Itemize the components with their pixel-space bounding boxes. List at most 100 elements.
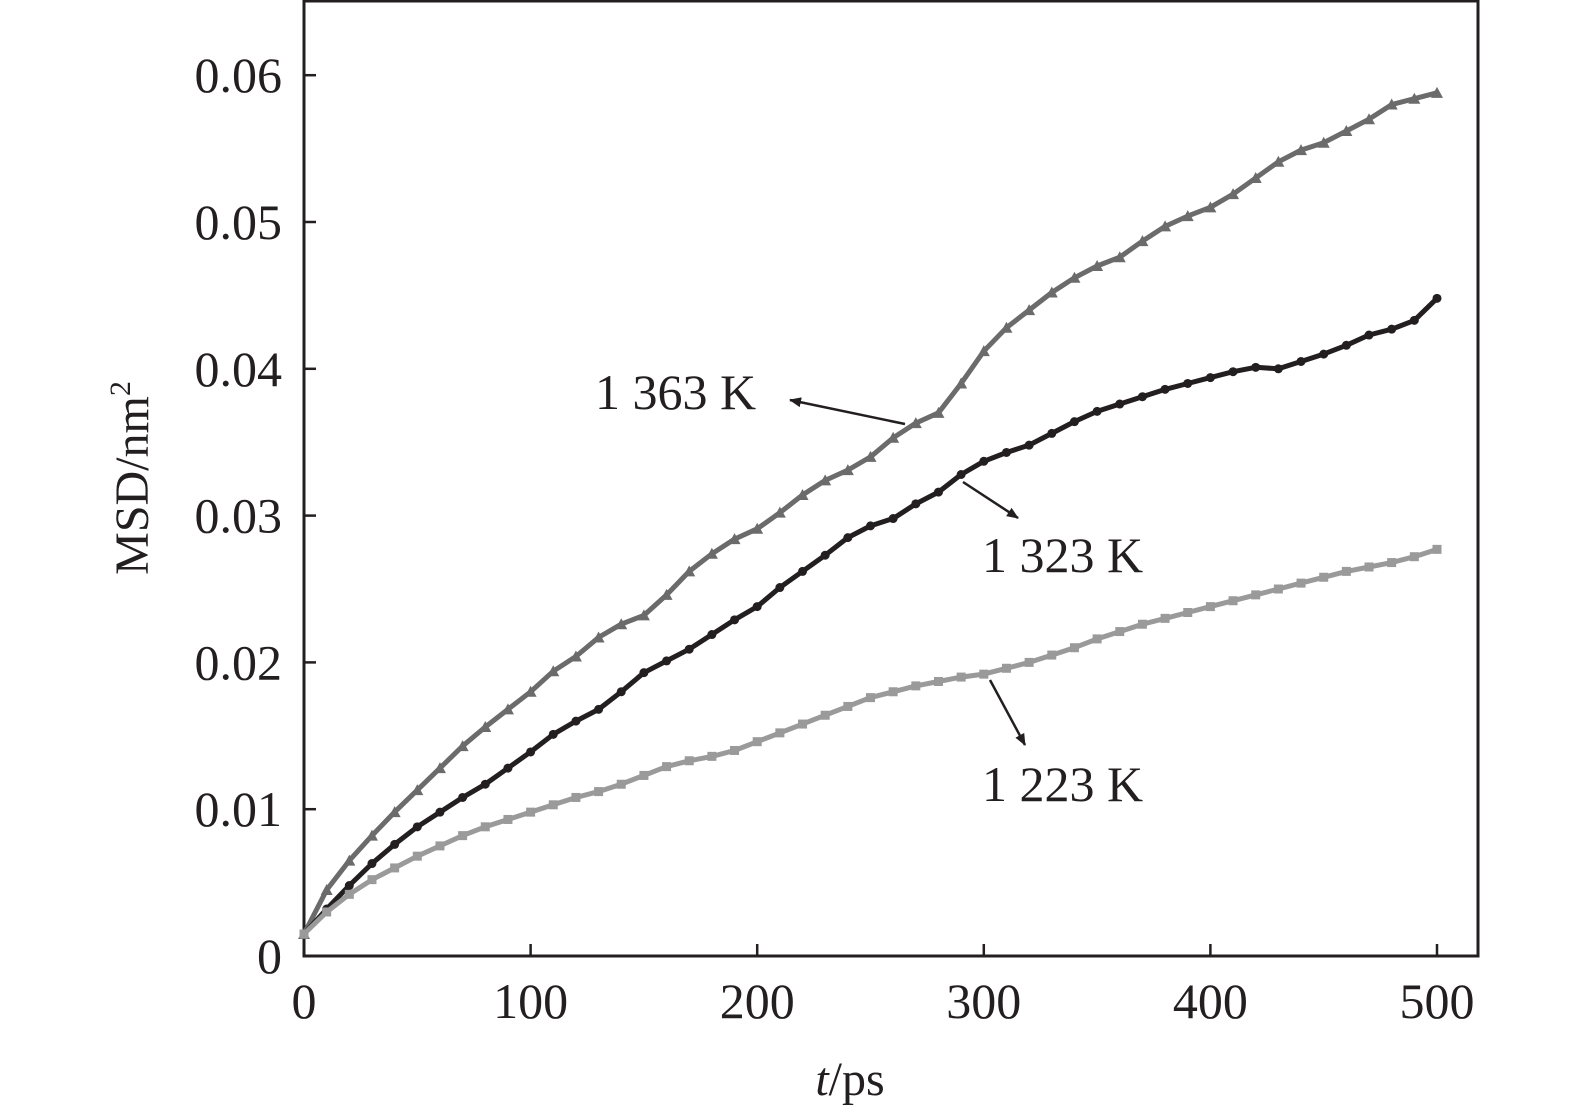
series-point — [343, 854, 356, 866]
series-point — [662, 656, 672, 666]
series-point — [344, 889, 354, 899]
series-point — [932, 406, 945, 418]
series-point — [479, 720, 492, 732]
series-point — [1160, 384, 1170, 394]
series-point — [1137, 392, 1147, 402]
series-point — [956, 469, 966, 479]
series-point — [1295, 144, 1308, 156]
series-point — [547, 665, 560, 677]
series-point — [933, 676, 943, 686]
series-point — [388, 806, 401, 818]
series-point — [412, 851, 422, 861]
series-point — [730, 745, 740, 755]
x-axis-title-rest: /ps — [829, 1053, 885, 1106]
annotation-label-1-323-k: 1 323 K — [982, 527, 1143, 583]
series-point — [1249, 171, 1262, 183]
series-point — [683, 565, 696, 577]
y-tick-label: 0.06 — [195, 47, 283, 103]
series-point — [1047, 650, 1057, 660]
series-point — [1092, 634, 1102, 644]
series-point — [322, 907, 332, 917]
series-point — [503, 763, 513, 773]
series-point — [1205, 373, 1215, 383]
series-point — [684, 756, 694, 766]
series-point — [367, 859, 377, 869]
series-point — [841, 464, 854, 476]
series-point — [367, 875, 377, 885]
series-point — [1069, 643, 1079, 653]
series-point — [1024, 657, 1034, 667]
series-point — [843, 533, 853, 543]
series-point — [956, 672, 966, 682]
series-point — [615, 618, 628, 630]
series-point — [909, 417, 922, 429]
series-point — [458, 792, 468, 802]
series-point — [299, 929, 309, 939]
series-point — [524, 685, 537, 697]
annotation-arrow-1-363-k — [789, 397, 906, 426]
x-axis-title: t/ps — [815, 1053, 884, 1106]
series-point — [911, 499, 921, 509]
series-point — [1000, 321, 1013, 333]
series-point — [1272, 155, 1285, 167]
annotation-layer: 1 363 K 1 323 K 1 223 K — [595, 364, 1143, 812]
series-point — [1273, 364, 1283, 374]
series-point — [1159, 220, 1172, 232]
series-point — [1023, 304, 1036, 316]
series-point — [320, 883, 333, 895]
series-point — [571, 716, 581, 726]
series-line-1-223-k — [301, 546, 1440, 937]
series-point — [1387, 324, 1397, 334]
series-point — [1296, 578, 1306, 588]
annotation-label-1-363-k: 1 363 K — [595, 364, 756, 420]
series-point — [1069, 417, 1079, 427]
series-point — [435, 807, 445, 817]
series-1-223-k — [299, 544, 1442, 939]
annotation-label-1-223-k: 1 223 K — [982, 756, 1143, 812]
annotation-arrow-1-323-k — [962, 480, 1019, 520]
y-axis-title-sup: 2 — [104, 381, 137, 396]
series-1-363-k — [298, 86, 1443, 939]
series-point — [1183, 378, 1193, 388]
series-point — [390, 839, 400, 849]
y-tick-label: 0.03 — [195, 488, 283, 544]
series-point — [1228, 367, 1238, 377]
series-point — [1136, 235, 1149, 247]
x-tick-label: 0 — [292, 973, 317, 1029]
ticks-layer: 0 100 200 300 400 500 0 0.01 0.02 0.03 0.04 0.05 0.0… — [195, 47, 1475, 1029]
series-point — [1296, 356, 1306, 366]
series-point — [773, 506, 786, 518]
series-layer — [298, 86, 1443, 939]
series-point — [616, 779, 626, 789]
series-point — [1385, 98, 1398, 110]
series-point — [1024, 440, 1034, 450]
series-point — [1432, 293, 1442, 303]
series-point — [798, 719, 808, 729]
series-point — [1273, 584, 1283, 594]
series-point — [843, 701, 853, 711]
series-point — [1205, 602, 1215, 612]
series-point — [480, 779, 490, 789]
series-point — [1341, 340, 1351, 350]
series-point — [1204, 201, 1217, 213]
series-point — [1409, 315, 1419, 325]
series-point — [1045, 286, 1058, 298]
series-point — [1251, 590, 1261, 600]
series-point — [594, 787, 604, 797]
series-point — [1340, 124, 1353, 136]
series-point — [435, 841, 445, 851]
x-tick-label: 500 — [1400, 973, 1475, 1029]
x-tick-label: 200 — [720, 973, 795, 1029]
plot-border — [302, 0, 1480, 958]
series-point — [1227, 188, 1240, 200]
series-point — [979, 456, 989, 466]
y-axis-title-base: MSD/nm — [106, 396, 159, 575]
series-point — [571, 792, 581, 802]
series-point — [639, 770, 649, 780]
series-point — [866, 521, 875, 531]
series-point — [548, 729, 558, 739]
series-point — [864, 450, 877, 462]
series-point — [1363, 113, 1376, 125]
series-point — [548, 800, 558, 810]
